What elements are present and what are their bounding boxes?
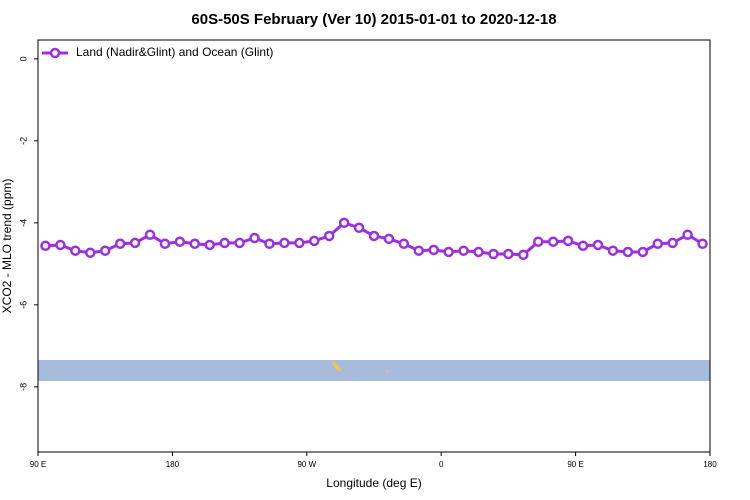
data-point bbox=[383, 233, 395, 245]
data-point bbox=[85, 247, 96, 259]
data-point bbox=[697, 238, 708, 249]
data-point bbox=[413, 245, 425, 256]
y-tick-label: -2 bbox=[18, 137, 28, 145]
y-tick-label: 0 bbox=[18, 56, 28, 61]
y-tick-label: -6 bbox=[18, 301, 28, 309]
data-point bbox=[189, 238, 201, 249]
data-point bbox=[503, 248, 514, 260]
data-point bbox=[294, 237, 305, 249]
data-point bbox=[309, 235, 320, 247]
data-point bbox=[249, 232, 260, 244]
data-point bbox=[174, 236, 186, 247]
data-point bbox=[518, 249, 529, 261]
data-point bbox=[562, 235, 574, 247]
land-patch bbox=[386, 370, 388, 372]
legend-label: Land (Nadir&Glint) and Ocean (Glint) bbox=[76, 45, 273, 59]
x-tick-label: 180 bbox=[166, 460, 180, 469]
plot-frame bbox=[37, 39, 711, 453]
data-point bbox=[637, 246, 649, 258]
x-tick-label: 0 bbox=[439, 460, 444, 469]
data-point bbox=[40, 240, 51, 252]
data-point bbox=[279, 237, 290, 249]
data-point bbox=[219, 237, 230, 249]
y-axis-label: XCO2 - MLO trend (ppm) bbox=[0, 179, 14, 314]
data-point bbox=[652, 238, 663, 249]
data-point bbox=[323, 230, 335, 242]
x-tick-label: 90 E bbox=[567, 460, 583, 469]
data-point bbox=[473, 246, 484, 258]
data-point bbox=[682, 229, 693, 240]
data-point bbox=[234, 237, 245, 249]
y-tick-label: -8 bbox=[18, 383, 28, 391]
data-point bbox=[592, 239, 604, 251]
data-point bbox=[398, 238, 410, 249]
x-tick-label: 180 bbox=[703, 460, 717, 469]
data-point bbox=[338, 217, 350, 229]
data-point bbox=[607, 245, 619, 256]
data-point bbox=[129, 237, 141, 249]
data-point bbox=[667, 237, 678, 249]
x-tick-label: 90 E bbox=[30, 460, 46, 469]
data-point bbox=[443, 246, 454, 258]
data-point bbox=[70, 245, 81, 256]
map-strip bbox=[38, 360, 710, 381]
data-point bbox=[353, 222, 365, 234]
data-point bbox=[547, 236, 559, 247]
y-tick-label: -4 bbox=[18, 219, 28, 227]
data-point bbox=[533, 236, 544, 247]
data-point bbox=[144, 229, 156, 240]
data-point bbox=[99, 245, 111, 256]
data-point bbox=[622, 246, 634, 258]
data-point bbox=[428, 244, 439, 256]
data-point bbox=[114, 238, 126, 249]
data-point bbox=[577, 240, 589, 252]
data-point bbox=[55, 239, 66, 251]
x-axis-label: Longitude (deg E) bbox=[326, 476, 421, 490]
data-point bbox=[264, 238, 275, 249]
data-point bbox=[488, 248, 499, 260]
data-point bbox=[458, 245, 469, 256]
data-point bbox=[159, 238, 171, 249]
land-patch bbox=[331, 360, 342, 372]
legend-marker bbox=[49, 47, 61, 59]
chart-title: 60S-50S February (Ver 10) 2015-01-01 to … bbox=[191, 11, 556, 28]
data-point bbox=[368, 230, 380, 242]
x-tick-label: 90 W bbox=[297, 460, 316, 469]
data-point bbox=[204, 239, 215, 251]
